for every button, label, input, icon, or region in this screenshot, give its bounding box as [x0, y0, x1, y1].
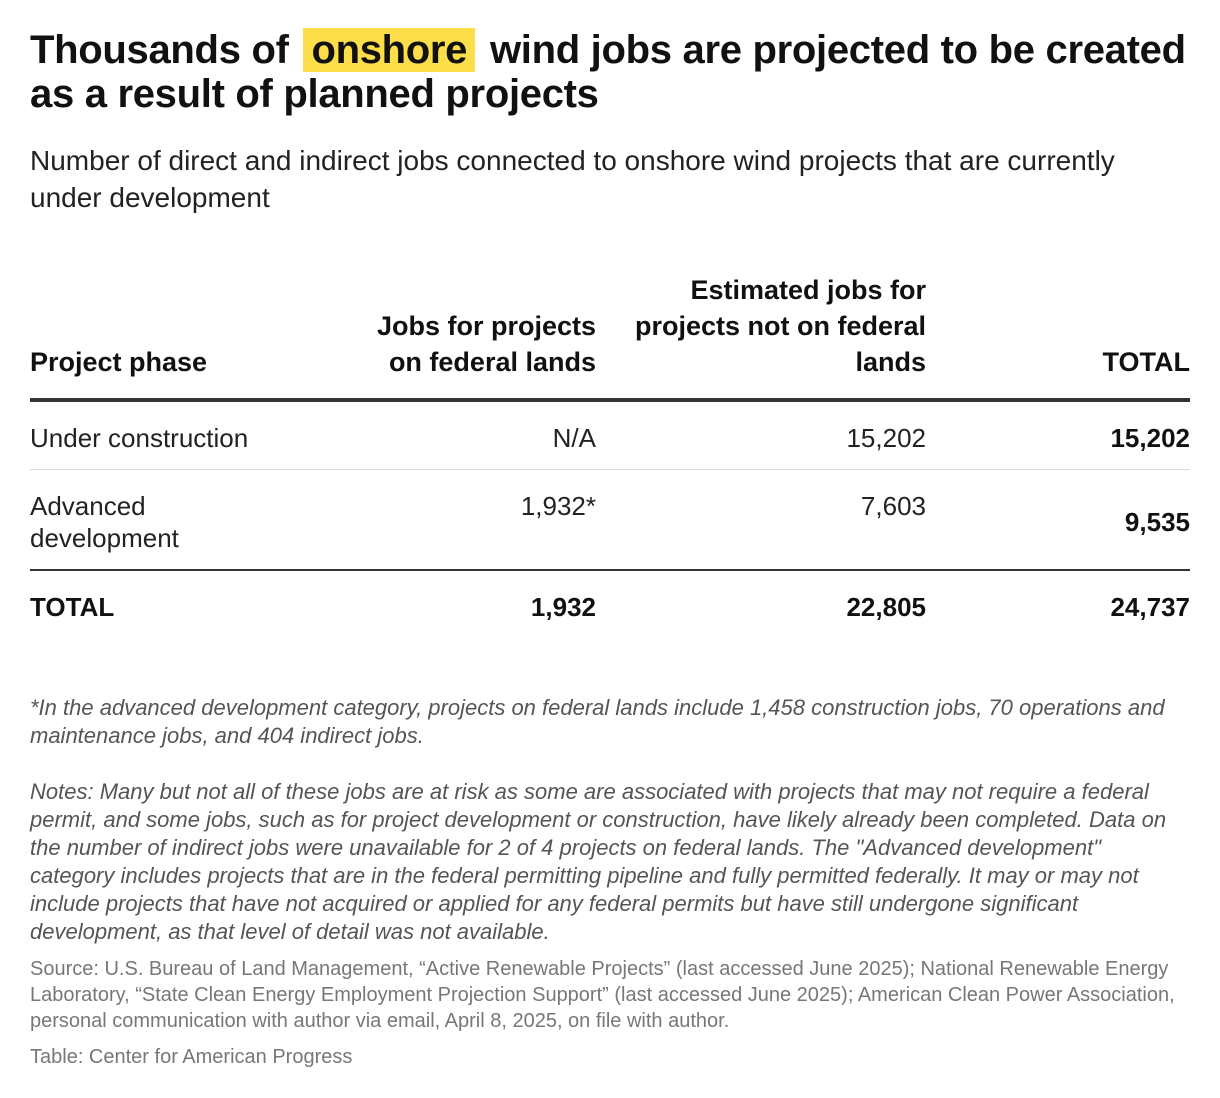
- table-notes: Notes: Many but not all of these jobs ar…: [30, 779, 1167, 944]
- jobs-table: Project phase Jobs for projects on feder…: [30, 272, 1190, 638]
- header-federal-jobs: Jobs for projects on federal lands: [360, 272, 596, 402]
- header-nonfederal-jobs: Estimated jobs for projects not on feder…: [596, 272, 926, 402]
- table-source: Source: U.S. Bureau of Land Management, …: [30, 958, 1175, 1032]
- row-label-under-construction: Under construction: [30, 400, 360, 470]
- title-part-before: Thousands of: [30, 28, 289, 72]
- title-highlight: onshore: [303, 28, 476, 72]
- cell-nonfederal-jobs: 7,603: [596, 469, 926, 571]
- row-label-advanced-development: Advanced development: [30, 469, 360, 571]
- chart-subtitle: Number of direct and indirect jobs conne…: [30, 145, 1115, 213]
- table-total-row: TOTAL 1,932 22,805 24,737: [30, 570, 1190, 638]
- table-row: Advanced development 1,932* 7,603 9,535: [30, 469, 1190, 571]
- cell-nonfederal-jobs: 15,202: [596, 400, 926, 470]
- title-part-after: wind jobs are projected to be created as…: [30, 28, 1186, 116]
- cell-federal-jobs: 1,932*: [360, 469, 596, 571]
- cell-federal-jobs: N/A: [360, 400, 596, 470]
- table-footnote: *In the advanced development category, p…: [30, 695, 1165, 748]
- header-project-phase: Project phase: [30, 272, 360, 402]
- table-row: Under construction N/A 15,202 15,202: [30, 400, 1190, 470]
- header-total: TOTAL: [926, 272, 1190, 402]
- table-header-row: Project phase Jobs for projects on feder…: [30, 272, 1190, 402]
- cell-total: 15,202: [926, 400, 1190, 470]
- table-credit: Table: Center for American Progress: [30, 1046, 353, 1068]
- cell-nonfederal-jobs-total: 22,805: [846, 592, 926, 622]
- row-label-total: TOTAL: [30, 592, 115, 622]
- cell-federal-jobs-total: 1,932: [530, 592, 596, 622]
- chart-title: Thousands of onshore wind jobs are proje…: [30, 28, 1190, 116]
- row-label-text: Advanced development: [30, 491, 179, 553]
- cell-total: 9,535: [926, 469, 1190, 571]
- chart-container: Thousands of onshore wind jobs are proje…: [30, 28, 1190, 1070]
- cell-grand-total: 24,737: [1110, 592, 1190, 622]
